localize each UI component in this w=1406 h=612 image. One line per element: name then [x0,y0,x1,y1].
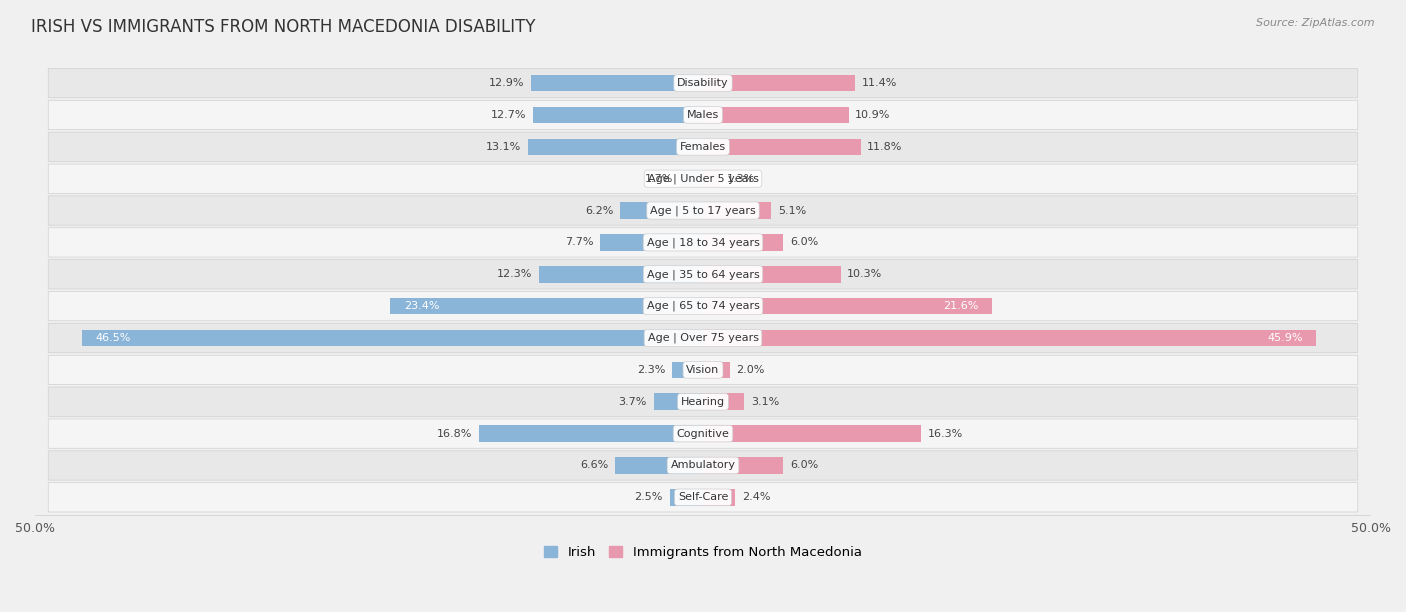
Text: Source: ZipAtlas.com: Source: ZipAtlas.com [1257,18,1375,28]
Text: Hearing: Hearing [681,397,725,407]
Text: 12.7%: 12.7% [491,110,527,120]
Text: Age | Over 75 years: Age | Over 75 years [648,333,758,343]
FancyBboxPatch shape [48,419,1358,448]
Bar [703,457,783,474]
Text: 2.3%: 2.3% [637,365,665,375]
Text: 6.0%: 6.0% [790,237,818,247]
Bar [703,234,783,251]
Bar [703,394,744,410]
Text: 2.4%: 2.4% [742,492,770,502]
FancyBboxPatch shape [48,291,1358,321]
Text: 12.9%: 12.9% [488,78,524,88]
Text: 3.1%: 3.1% [751,397,779,407]
Text: Females: Females [681,142,725,152]
Text: 1.3%: 1.3% [727,174,755,184]
Text: 21.6%: 21.6% [943,301,979,311]
Text: 11.8%: 11.8% [868,142,903,152]
Text: Age | Under 5 years: Age | Under 5 years [648,173,758,184]
Bar [703,75,855,91]
Bar [703,266,841,283]
Text: 16.3%: 16.3% [928,428,963,439]
Text: Age | 5 to 17 years: Age | 5 to 17 years [650,205,756,216]
Bar [391,298,703,315]
Text: 12.3%: 12.3% [496,269,531,279]
Text: 7.7%: 7.7% [565,237,593,247]
Text: 6.2%: 6.2% [585,206,613,215]
Bar [703,106,849,123]
Bar [82,330,703,346]
Text: Self-Care: Self-Care [678,492,728,502]
Bar [538,266,703,283]
Text: 2.5%: 2.5% [634,492,662,502]
Text: 13.1%: 13.1% [486,142,522,152]
Text: 10.3%: 10.3% [848,269,883,279]
Bar [533,106,703,123]
Text: 23.4%: 23.4% [404,301,439,311]
Bar [703,138,860,155]
Text: 3.7%: 3.7% [619,397,647,407]
Bar [669,489,703,506]
FancyBboxPatch shape [48,355,1358,384]
Text: 6.0%: 6.0% [790,460,818,471]
FancyBboxPatch shape [48,196,1358,225]
Text: 5.1%: 5.1% [778,206,806,215]
Text: 2.0%: 2.0% [737,365,765,375]
Text: 10.9%: 10.9% [855,110,890,120]
Bar [600,234,703,251]
Bar [703,425,921,442]
Bar [703,489,735,506]
FancyBboxPatch shape [48,100,1358,130]
Bar [654,394,703,410]
FancyBboxPatch shape [48,228,1358,257]
Bar [681,170,703,187]
Text: Age | 65 to 74 years: Age | 65 to 74 years [647,301,759,312]
Bar [672,362,703,378]
Bar [703,362,730,378]
Bar [703,170,720,187]
Bar [530,75,703,91]
Text: Age | 35 to 64 years: Age | 35 to 64 years [647,269,759,280]
Text: 11.4%: 11.4% [862,78,897,88]
Text: Age | 18 to 34 years: Age | 18 to 34 years [647,237,759,248]
FancyBboxPatch shape [48,451,1358,480]
Text: Males: Males [688,110,718,120]
FancyBboxPatch shape [48,387,1358,416]
Text: 46.5%: 46.5% [96,333,131,343]
Text: 1.7%: 1.7% [645,174,673,184]
Text: 6.6%: 6.6% [579,460,609,471]
Bar [703,298,991,315]
FancyBboxPatch shape [48,483,1358,512]
Text: IRISH VS IMMIGRANTS FROM NORTH MACEDONIA DISABILITY: IRISH VS IMMIGRANTS FROM NORTH MACEDONIA… [31,18,536,36]
FancyBboxPatch shape [48,164,1358,193]
Bar [529,138,703,155]
FancyBboxPatch shape [48,259,1358,289]
Bar [620,202,703,219]
Text: 16.8%: 16.8% [436,428,472,439]
Text: 45.9%: 45.9% [1267,333,1303,343]
Bar [478,425,703,442]
Text: Vision: Vision [686,365,720,375]
Text: Disability: Disability [678,78,728,88]
FancyBboxPatch shape [48,323,1358,353]
FancyBboxPatch shape [48,132,1358,162]
Text: Cognitive: Cognitive [676,428,730,439]
Text: Ambulatory: Ambulatory [671,460,735,471]
Bar [614,457,703,474]
FancyBboxPatch shape [48,69,1358,98]
Bar [703,330,1316,346]
Bar [703,202,770,219]
Legend: Irish, Immigrants from North Macedonia: Irish, Immigrants from North Macedonia [538,540,868,564]
